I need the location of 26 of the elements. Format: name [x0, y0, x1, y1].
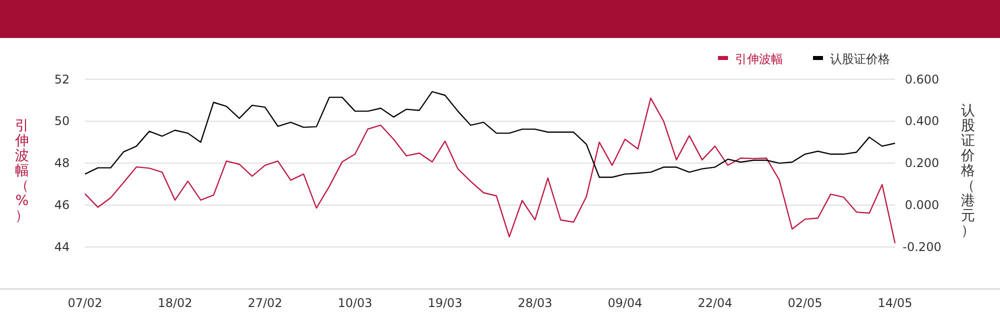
x-tick-label: 09/04 [608, 296, 642, 310]
x-tick-label: 02/05 [788, 296, 822, 310]
x-tick-label: 19/03 [428, 296, 462, 310]
x-tick-label: 22/04 [698, 296, 732, 310]
y-tick-label: 52 [54, 72, 70, 86]
y-tick-label: 44 [54, 240, 70, 254]
y2-tick-label: -0.200 [902, 240, 942, 254]
y-tick-label: 46 [54, 198, 70, 212]
y2-tick-label: 0.200 [904, 156, 940, 170]
line-series [84, 98, 896, 244]
y-tick-label: 50 [54, 114, 70, 128]
legend-label: 认股证价格 [830, 52, 890, 66]
x-tick-label: 18/02 [158, 296, 192, 310]
y2-tick-label: 0.000 [904, 198, 940, 212]
text: 认股证价格（港元） [961, 103, 975, 239]
legend-label: 引伸波幅 [735, 52, 783, 66]
y2-tick-label: 0.400 [904, 114, 940, 128]
y2-tick-label: 0.600 [904, 72, 940, 86]
x-tick-label: 07/02 [68, 296, 102, 310]
x-tick-label: 10/03 [338, 296, 372, 310]
line-series [84, 91, 896, 178]
y-axis-title: 引伸波幅（%） [14, 118, 29, 224]
y-tick-label: 48 [54, 156, 70, 170]
x-tick-label: 28/03 [518, 296, 552, 310]
x-tick-label: 14/05 [878, 296, 912, 310]
x-tick-label: 27/02 [248, 296, 282, 310]
